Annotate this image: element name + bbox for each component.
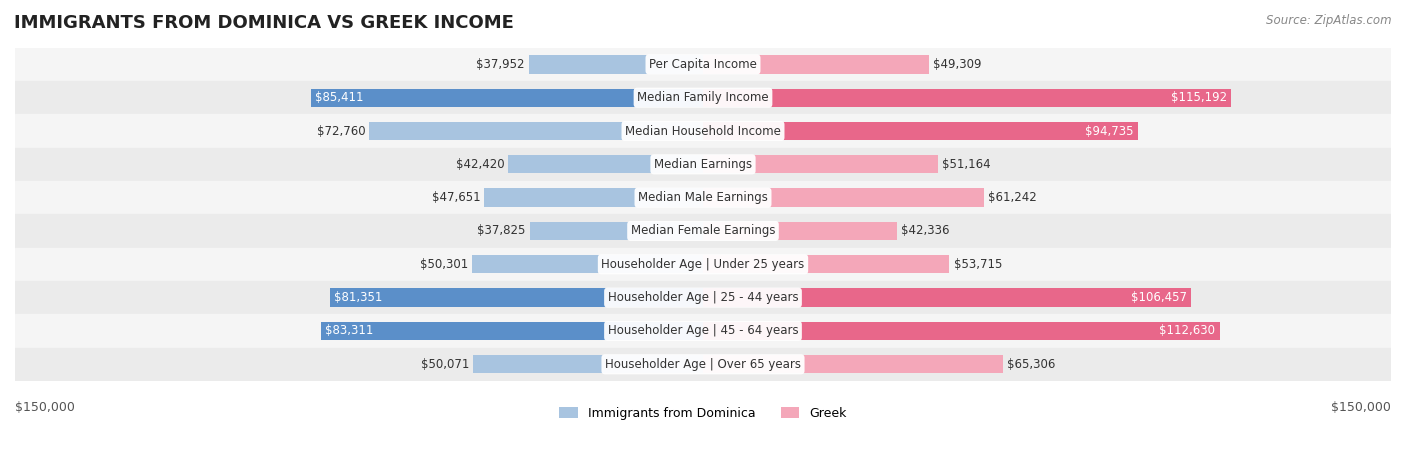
Text: Median Female Earnings: Median Female Earnings — [631, 225, 775, 238]
Bar — [15, 214, 1391, 248]
Bar — [509, 155, 703, 174]
Bar — [330, 289, 703, 307]
Text: Per Capita Income: Per Capita Income — [650, 58, 756, 71]
Bar — [321, 322, 703, 340]
Text: $42,336: $42,336 — [901, 225, 950, 238]
Bar — [529, 55, 703, 73]
Bar — [15, 148, 1391, 181]
Text: $37,825: $37,825 — [477, 225, 526, 238]
Text: $112,630: $112,630 — [1160, 325, 1215, 338]
Legend: Immigrants from Dominica, Greek: Immigrants from Dominica, Greek — [554, 402, 852, 425]
Bar — [474, 355, 703, 374]
Bar — [311, 89, 703, 107]
Text: Householder Age | 25 - 44 years: Householder Age | 25 - 44 years — [607, 291, 799, 304]
Bar — [703, 255, 949, 274]
Bar — [15, 181, 1391, 214]
Text: Median Household Income: Median Household Income — [626, 125, 780, 137]
Text: Median Family Income: Median Family Income — [637, 91, 769, 104]
Bar — [703, 322, 1219, 340]
Bar — [472, 255, 703, 274]
Text: $53,715: $53,715 — [953, 258, 1002, 271]
Text: IMMIGRANTS FROM DOMINICA VS GREEK INCOME: IMMIGRANTS FROM DOMINICA VS GREEK INCOME — [14, 14, 515, 32]
Text: $65,306: $65,306 — [1007, 358, 1054, 371]
Text: $50,071: $50,071 — [420, 358, 470, 371]
Text: $85,411: $85,411 — [315, 91, 364, 104]
Text: $51,164: $51,164 — [942, 158, 990, 171]
Bar — [703, 55, 929, 73]
Text: $61,242: $61,242 — [988, 191, 1036, 204]
Bar — [15, 114, 1391, 148]
Text: $106,457: $106,457 — [1132, 291, 1187, 304]
Text: Householder Age | 45 - 64 years: Householder Age | 45 - 64 years — [607, 325, 799, 338]
Text: $150,000: $150,000 — [15, 401, 75, 414]
Bar — [703, 189, 984, 207]
Text: Median Earnings: Median Earnings — [654, 158, 752, 171]
Text: Householder Age | Over 65 years: Householder Age | Over 65 years — [605, 358, 801, 371]
Text: Median Male Earnings: Median Male Earnings — [638, 191, 768, 204]
Bar — [703, 222, 897, 240]
Bar — [15, 81, 1391, 114]
Text: $49,309: $49,309 — [934, 58, 981, 71]
Text: Source: ZipAtlas.com: Source: ZipAtlas.com — [1267, 14, 1392, 27]
Bar — [15, 281, 1391, 314]
Text: $94,735: $94,735 — [1085, 125, 1133, 137]
Bar — [530, 222, 703, 240]
Bar — [703, 355, 1002, 374]
Bar — [15, 314, 1391, 347]
Bar — [703, 89, 1232, 107]
Bar — [370, 122, 703, 140]
Bar — [15, 347, 1391, 381]
Text: $50,301: $50,301 — [420, 258, 468, 271]
Bar — [703, 122, 1137, 140]
Text: $42,420: $42,420 — [456, 158, 505, 171]
Bar — [703, 289, 1191, 307]
Bar — [15, 248, 1391, 281]
Text: $37,952: $37,952 — [477, 58, 524, 71]
Text: $72,760: $72,760 — [316, 125, 366, 137]
Text: Householder Age | Under 25 years: Householder Age | Under 25 years — [602, 258, 804, 271]
Bar — [15, 48, 1391, 81]
Bar — [703, 155, 938, 174]
Bar — [485, 189, 703, 207]
Text: $150,000: $150,000 — [1331, 401, 1391, 414]
Text: $115,192: $115,192 — [1171, 91, 1227, 104]
Text: $83,311: $83,311 — [325, 325, 374, 338]
Text: $47,651: $47,651 — [432, 191, 481, 204]
Text: $81,351: $81,351 — [335, 291, 382, 304]
